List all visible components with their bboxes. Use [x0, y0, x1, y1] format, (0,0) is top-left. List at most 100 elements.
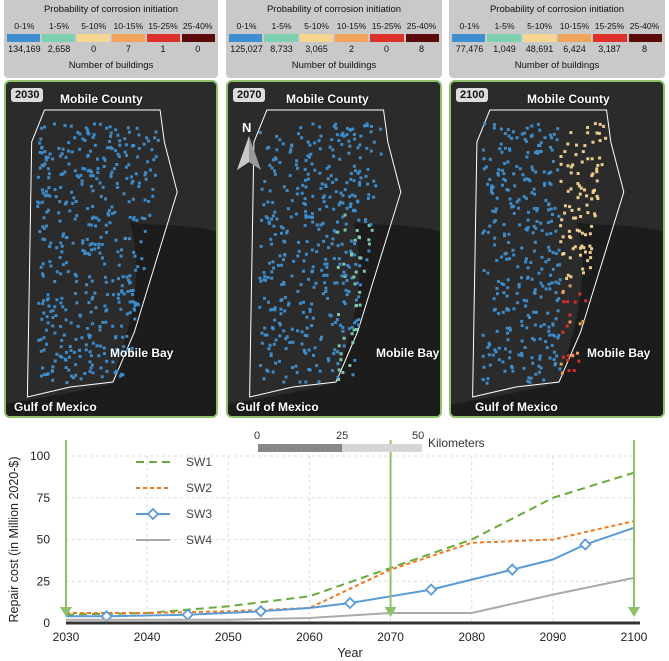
- legend-title: Probability of corrosion initiation: [266, 4, 402, 15]
- legend-counts: 125,027 8,733 3,065 2 0 8: [229, 44, 439, 56]
- building-count: 7: [125, 44, 131, 54]
- legend-swatch: [42, 34, 75, 42]
- x-tick-label: 2090: [540, 630, 567, 644]
- connector-arrow-2070: [384, 440, 397, 617]
- legend-category: 0-1%: [14, 21, 35, 31]
- x-axis-title: Year: [337, 646, 362, 660]
- x-tick-label: 2030: [53, 630, 80, 644]
- building-count: 0: [91, 44, 97, 54]
- series-marker-sw3: [343, 596, 357, 610]
- legend-title: Probability of corrosion initiation: [43, 4, 179, 15]
- x-tick-label: 2040: [134, 630, 161, 644]
- legend-counts: 134,169 2,658 0 7 1 0: [7, 44, 215, 56]
- legend-categories: 0-1% 1-5% 5-10% 10-15% 15-25% 25-40%: [452, 21, 662, 33]
- legend-category: 0-1%: [236, 21, 257, 31]
- legend-label-sw3: SW3: [186, 507, 212, 521]
- building-count: 2: [348, 44, 354, 54]
- building-count: 8: [641, 44, 647, 54]
- y-tick-label: 50: [37, 533, 51, 547]
- y-tick-label: 100: [30, 449, 50, 463]
- legend-box-2100: Probability of corrosion initiation 0-1%…: [449, 0, 665, 78]
- legend-category: 5-10%: [81, 21, 107, 31]
- legend-subtitle: Number of buildings: [68, 60, 154, 71]
- legend-swatch: [593, 34, 627, 42]
- year-badge: 2100: [456, 88, 489, 102]
- connector-arrow-2100: [628, 440, 640, 617]
- building-count: 0: [383, 44, 389, 54]
- x-tick-label: 2070: [377, 630, 404, 644]
- building-count: 8: [418, 44, 424, 54]
- building-count: 1,049: [493, 44, 516, 54]
- legend-category: 10-15%: [113, 21, 144, 31]
- legend-title: Probability of corrosion initiation: [489, 4, 625, 15]
- scale-bar: 0 25 50 Kilometers: [254, 430, 485, 460]
- bay-label: Mobile Bay: [587, 346, 651, 360]
- legend-category: 15-25%: [371, 21, 402, 31]
- bay-label: Mobile Bay: [376, 346, 440, 360]
- legend-category: 5-10%: [304, 21, 329, 31]
- legend-marker: [146, 507, 160, 521]
- legend-category: 0-1%: [459, 21, 480, 31]
- building-count: 2,658: [47, 44, 71, 54]
- scale-tick: 0: [254, 430, 261, 442]
- legend-label-sw1: SW1: [186, 455, 212, 469]
- legend-category: 25-40%: [182, 21, 213, 31]
- connector-arrow-2030: [60, 440, 72, 617]
- legend-categories: 0-1% 1-5% 5-10% 10-15% 15-25% 25-40%: [229, 21, 439, 33]
- legend-category: 1-5%: [271, 21, 292, 31]
- scale-tick: 50: [412, 430, 425, 442]
- north-label: N: [242, 120, 252, 135]
- legend-swatch: [147, 34, 180, 42]
- y-tick-label: 25: [37, 574, 51, 588]
- series-marker-sw3: [254, 605, 268, 618]
- map-image: [6, 109, 216, 416]
- legend-category: 1-5%: [494, 21, 515, 31]
- y-axis-title: Repair cost (in Million 2020-$): [7, 456, 21, 622]
- building-count: 0: [195, 44, 201, 54]
- map-image: [451, 109, 663, 416]
- legend-category: 1-5%: [48, 21, 70, 31]
- x-tick-label: 2080: [458, 630, 485, 644]
- map-panel-2030: 2030 Mobile County Mobile Bay Gulf of Me…: [4, 80, 218, 418]
- county-label: Mobile County: [286, 92, 369, 106]
- legend-swatches: [7, 34, 215, 42]
- scale-tick: 25: [336, 430, 349, 442]
- map-panel-2100: 2100 Mobile County Mobile Bay Gulf of Me…: [449, 80, 665, 418]
- series-marker-sw3: [506, 563, 519, 576]
- legend-category: 15-25%: [148, 21, 178, 31]
- legend-category: 25-40%: [406, 21, 437, 31]
- legend-swatches: [452, 34, 662, 42]
- building-count: 3,065: [305, 44, 328, 54]
- legend-box-2030: Probability of corrosion initiation 0-1%…: [4, 0, 218, 78]
- legend-swatch: [229, 34, 263, 42]
- legend-swatch: [487, 34, 521, 42]
- legend-category: 25-40%: [629, 21, 660, 31]
- gulf-label: Gulf of Mexico: [236, 400, 319, 414]
- gulf-label: Gulf of Mexico: [14, 400, 97, 414]
- legend-swatch: [557, 34, 592, 42]
- map-panel-2070: 2070 N Mobile County Mobile Bay Gulf of …: [226, 80, 442, 418]
- building-count: 3,187: [598, 44, 621, 54]
- legend-category: 5-10%: [527, 21, 552, 31]
- map-image: [228, 109, 440, 416]
- x-tick-label: 2050: [215, 630, 242, 644]
- x-tick-label: 2100: [621, 630, 648, 644]
- legend-swatch: [112, 34, 145, 42]
- legend-category: 10-15%: [559, 21, 590, 31]
- year-badge: 2030: [11, 88, 44, 102]
- x-tick-label: 2060: [296, 630, 323, 644]
- series-marker-sw3: [424, 583, 438, 596]
- legend-label-sw4: SW4: [186, 533, 212, 547]
- legend-swatch: [452, 34, 486, 42]
- legend-subtitle: Number of buildings: [514, 60, 600, 71]
- legend-swatch: [405, 34, 439, 42]
- county-label: Mobile County: [527, 92, 610, 106]
- legend-label-sw2: SW2: [186, 481, 212, 495]
- legend-categories: 0-1% 1-5% 5-10% 10-15% 15-25% 25-40%: [7, 21, 215, 33]
- series-marker-sw3: [579, 538, 592, 551]
- building-count: 134,169: [8, 44, 41, 54]
- legend-box-2070: Probability of corrosion initiation 0-1%…: [226, 0, 442, 78]
- bay-label: Mobile Bay: [110, 346, 174, 360]
- building-count: 77,476: [455, 44, 484, 54]
- legend-category: 10-15%: [336, 21, 367, 31]
